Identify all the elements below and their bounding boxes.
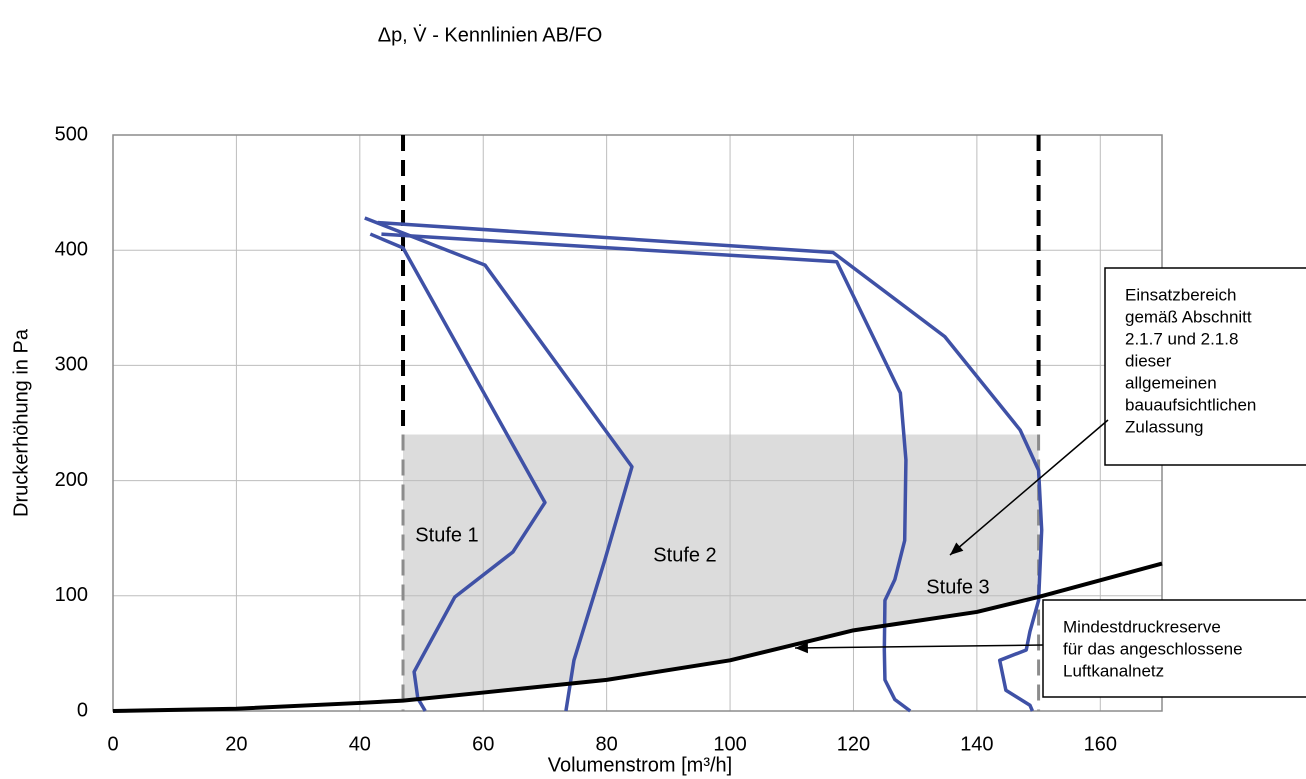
note-text: Einsatzbereich gemäß Abschnitt 2.1.7 und 2… (1125, 285, 1256, 436)
curve (364, 216, 634, 712)
note-line: 2.1.7 und 2.1.8 (1125, 329, 1238, 348)
note-line: Mindestdruckreserve (1063, 617, 1221, 636)
note-arrow (794, 644, 1044, 649)
y-tick-label: 400 (55, 238, 88, 260)
note-line: bauaufsichtlichen (1125, 395, 1256, 414)
note-arrow (949, 419, 1109, 556)
annotation: Stufe 1 (415, 524, 478, 546)
note-box (1042, 599, 1306, 698)
x-tick-label: 0 (107, 733, 118, 755)
note-line: Zulassung (1125, 417, 1203, 436)
x-tick-label: 160 (1084, 733, 1117, 755)
y-tick-label: 500 (55, 123, 88, 145)
curve (377, 220, 1044, 712)
note-line: allgemeinen (1125, 373, 1217, 392)
reserve-curve (112, 561, 1163, 713)
x-tick-label: 80 (596, 733, 618, 755)
y-axis-label: Druckerhöhung in Pa (10, 328, 32, 517)
chart-title: Δp, V̇ - Kennlinien AB/FO (378, 24, 603, 46)
note-text: Mindestdruckreserve für das angeschlossen… (1063, 617, 1243, 680)
annotation: Stufe 3 (926, 576, 989, 598)
y-tick-label: 300 (55, 354, 88, 376)
x-tick-label: 60 (472, 733, 494, 755)
curve (369, 232, 547, 712)
note-box (1104, 267, 1306, 466)
note-line: Luftkanalnetz (1063, 661, 1164, 680)
x-tick-label: 40 (349, 733, 371, 755)
x-tick-label: 140 (960, 733, 993, 755)
operating-range (403, 434, 1039, 701)
annotation: Stufe 2 (653, 544, 716, 566)
y-tick-label: 200 (55, 469, 88, 491)
note-line: für das angeschlossene (1063, 639, 1243, 658)
y-tick-label: 100 (55, 584, 88, 606)
note-line: Einsatzbereich (1125, 285, 1237, 304)
x-tick-label: 100 (713, 733, 746, 755)
arrow-head (950, 542, 964, 555)
note-line: dieser (1125, 351, 1172, 370)
note-line: gemäß Abschnitt (1125, 307, 1252, 326)
y-tick-label: 0 (77, 699, 88, 721)
x-axis-label: Volumenstrom [m³/h] (548, 754, 733, 776)
arrow-head (795, 642, 808, 654)
x-tick-label: 20 (225, 733, 247, 755)
curve (381, 232, 912, 713)
x-tick-label: 120 (837, 733, 870, 755)
